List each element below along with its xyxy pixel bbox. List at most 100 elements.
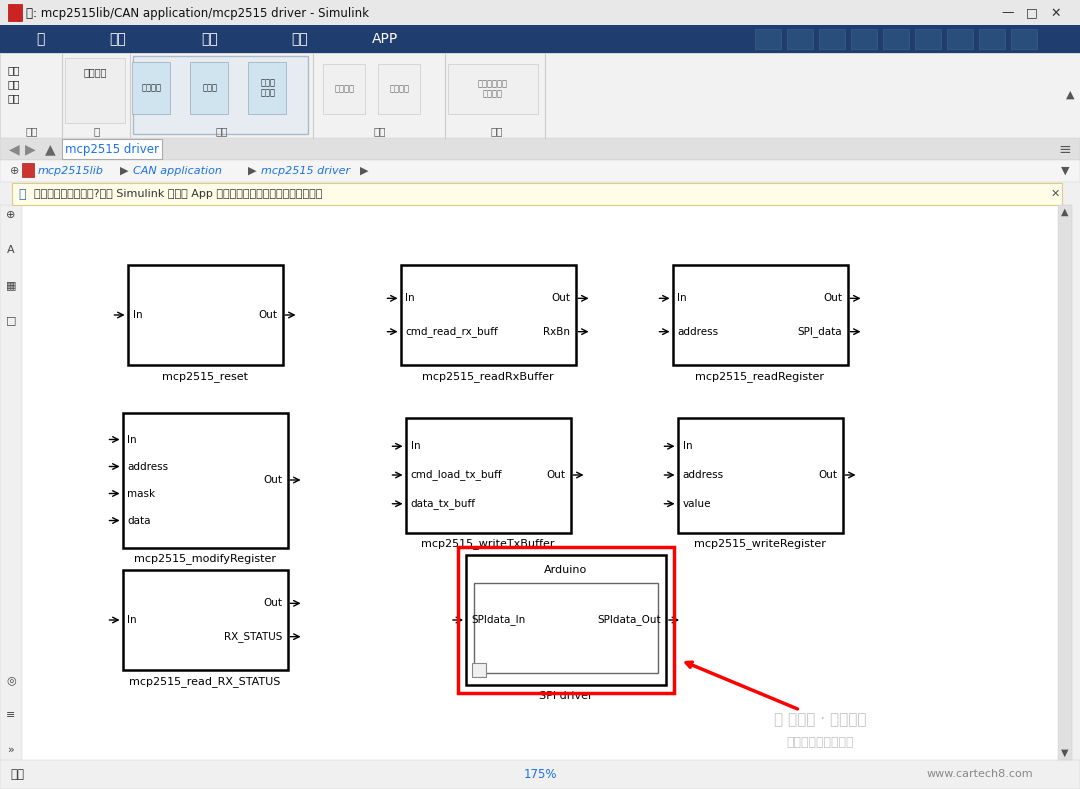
Text: 格式: 格式 [292, 32, 309, 46]
Text: mcp2515_modifyRegister: mcp2515_modifyRegister [134, 554, 276, 564]
Text: value: value [683, 499, 711, 509]
Text: SPIdata_In: SPIdata_In [471, 615, 525, 626]
Bar [8, 4, 22, 21]
Bar [677, 417, 842, 533]
Bar [122, 413, 287, 548]
Text: 库浏览器: 库浏览器 [83, 67, 107, 77]
Text: mcp2515 driver: mcp2515 driver [261, 166, 350, 176]
Text: ✕: ✕ [1051, 189, 1059, 199]
Bar [22, 205, 1067, 760]
Bar [1058, 205, 1072, 760]
Text: In: In [133, 310, 143, 320]
Text: 保护: 保护 [374, 126, 387, 136]
Text: In: In [677, 294, 687, 303]
Bar [405, 417, 570, 533]
Text: Out: Out [264, 598, 283, 608]
Bar [465, 555, 666, 685]
Bar [883, 29, 909, 49]
Bar [474, 583, 658, 673]
Text: 查看器
管理器: 查看器 管理器 [260, 78, 275, 98]
Text: address: address [683, 470, 724, 480]
Text: ▶: ▶ [360, 166, 368, 176]
Bar [755, 29, 781, 49]
Bar [0, 160, 1080, 182]
Text: 准备: 准备 [216, 126, 228, 136]
Bar [0, 138, 1080, 160]
Bar [378, 64, 420, 114]
Text: data_tx_buff: data_tx_buff [410, 499, 475, 509]
Text: cmd_load_tx_buff: cmd_load_tx_buff [410, 469, 502, 481]
Text: ▶: ▶ [248, 166, 257, 176]
Bar [62, 139, 162, 159]
Bar [22, 163, 33, 177]
Text: ▶: ▶ [25, 142, 36, 156]
Text: Out: Out [819, 470, 837, 480]
Bar [0, 760, 1080, 789]
Bar [401, 265, 576, 365]
Text: 保存: 保存 [8, 79, 21, 89]
Text: 打印: 打印 [8, 93, 21, 103]
Bar [740, 27, 1070, 51]
Bar [458, 547, 674, 693]
Bar [65, 58, 125, 123]
Text: mcp2515_readRxBuffer: mcp2515_readRxBuffer [422, 371, 554, 382]
Text: ✕: ✕ [1051, 6, 1062, 20]
Text: address: address [127, 462, 168, 472]
Text: Out: Out [258, 310, 278, 320]
Text: In: In [683, 441, 692, 451]
Text: 信号表: 信号表 [203, 84, 217, 92]
Text: In: In [410, 441, 420, 451]
Text: 中国汽车工程师之家: 中国汽车工程师之家 [786, 735, 854, 749]
Text: 🎙 公众号 · 视频侦侦: 🎙 公众号 · 视频侦侦 [773, 712, 866, 727]
Text: address: address [677, 327, 718, 337]
Text: mcp2515_writeRegister: mcp2515_writeRegister [694, 539, 826, 549]
Text: SPIdata_Out: SPIdata_Out [597, 615, 661, 626]
Bar [673, 265, 848, 365]
Text: mcp2515_reset: mcp2515_reset [162, 371, 248, 382]
Bar [323, 64, 365, 114]
Text: ▼: ▼ [1061, 166, 1069, 176]
Text: mcp2515lib: mcp2515lib [38, 166, 104, 176]
Bar [1011, 29, 1037, 49]
Bar [978, 29, 1005, 49]
Text: data: data [127, 515, 151, 525]
Text: 建模: 建模 [202, 32, 218, 46]
Bar [0, 0, 1080, 25]
Text: 库: 库 [36, 32, 44, 46]
Text: ▦: ▦ [5, 280, 16, 290]
Text: Out: Out [552, 294, 570, 303]
Text: cmd_read_rx_buff: cmd_read_rx_buff [405, 326, 498, 337]
Text: 175%: 175% [523, 768, 557, 780]
Text: RxBn: RxBn [543, 327, 570, 337]
Text: In: In [405, 294, 415, 303]
Text: SPI driver: SPI driver [539, 691, 593, 701]
Text: ▼: ▼ [1062, 748, 1069, 758]
Bar [472, 663, 486, 677]
Text: ▲: ▲ [1062, 207, 1069, 217]
Text: 库: mcp2515lib/CAN application/mcp2515 driver - Simulink: 库: mcp2515lib/CAN application/mcp2515 dr… [26, 6, 369, 20]
Text: ≡: ≡ [1058, 141, 1071, 156]
Bar [0, 205, 22, 765]
Text: In: In [127, 615, 137, 625]
Text: ◎: ◎ [6, 675, 16, 685]
Bar [915, 29, 941, 49]
Text: Out: Out [546, 470, 566, 480]
Bar [947, 29, 973, 49]
Bar [12, 183, 1062, 205]
Text: APP: APP [372, 32, 399, 46]
Text: ▲: ▲ [1066, 90, 1075, 100]
Text: mcp2515_writeTxBuffer: mcp2515_writeTxBuffer [421, 539, 555, 549]
Text: 打开: 打开 [8, 65, 21, 75]
Text: 在库浏览器中
显示注释: 在库浏览器中 显示注释 [478, 80, 508, 99]
Text: ▲: ▲ [44, 142, 55, 156]
Text: —: — [1002, 6, 1014, 20]
Text: CAN application: CAN application [133, 166, 221, 176]
Bar [127, 265, 283, 365]
Text: »: » [8, 745, 14, 755]
Text: ≡: ≡ [6, 710, 16, 720]
Text: 文件: 文件 [26, 126, 38, 136]
Text: Arduino: Arduino [544, 565, 588, 575]
Text: ▶: ▶ [120, 166, 129, 176]
Bar [851, 29, 877, 49]
Text: mask: mask [127, 488, 156, 499]
